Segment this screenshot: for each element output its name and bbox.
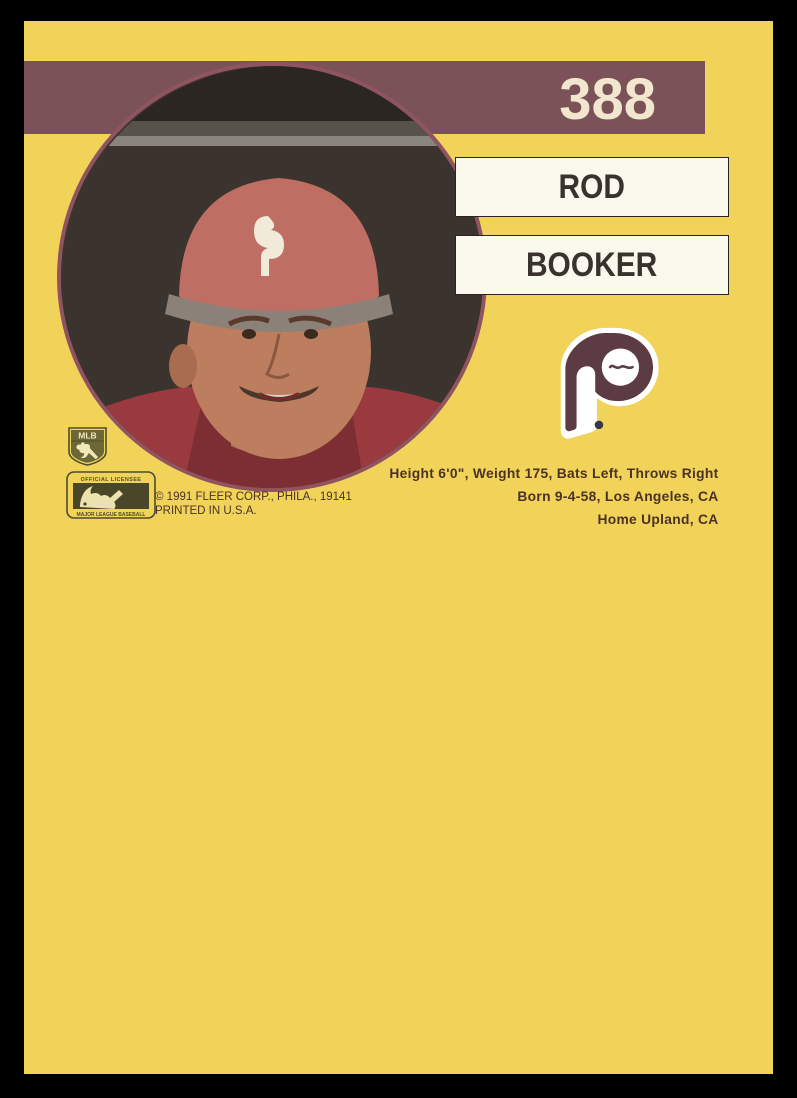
svg-text:MAJOR LEAGUE BASEBALL: MAJOR LEAGUE BASEBALL (77, 512, 146, 518)
svg-text:MLB: MLB (78, 431, 96, 441)
svg-text:OFFICIAL LICENSEE: OFFICIAL LICENSEE (81, 477, 142, 483)
